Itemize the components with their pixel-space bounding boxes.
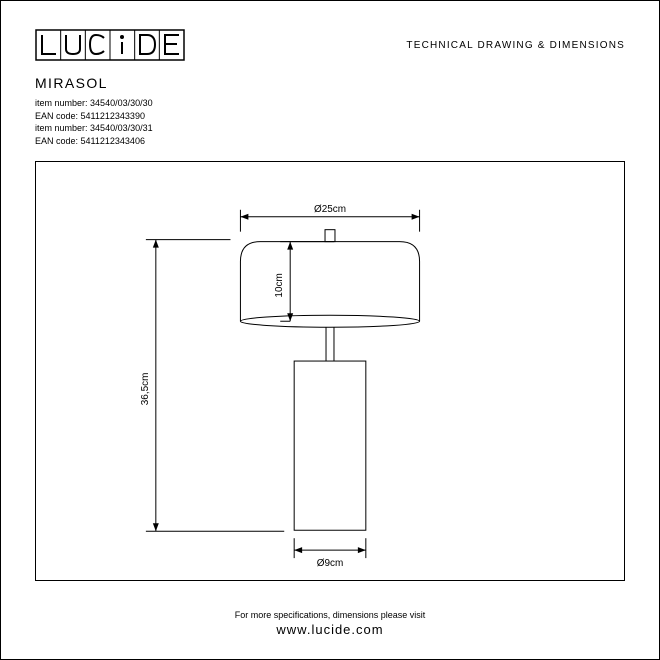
- meta-row: EAN code: 5411212343390: [35, 110, 625, 123]
- footer-text: For more specifications, dimensions plea…: [35, 610, 625, 620]
- product-name: MIRASOL: [35, 75, 625, 91]
- spec-sheet-page: TECHNICAL DRAWING & DIMENSIONS MIRASOL i…: [0, 0, 660, 660]
- meta-label: item number:: [35, 123, 88, 133]
- footer: For more specifications, dimensions plea…: [35, 610, 625, 637]
- drawing-frame: 36,5cm 10cm Ø25cm Ø9cm: [35, 161, 625, 581]
- meta-value: 5411212343390: [81, 111, 145, 121]
- meta-label: EAN code:: [35, 111, 78, 121]
- meta-label: item number:: [35, 98, 88, 108]
- dim-shade-height: 10cm: [274, 274, 285, 298]
- footer-url: www.lucide.com: [35, 622, 625, 637]
- meta-value: 5411212343406: [81, 136, 145, 146]
- dim-shade-diameter: Ø25cm: [314, 204, 346, 215]
- meta-row: item number: 34540/03/30/30: [35, 97, 625, 110]
- header: TECHNICAL DRAWING & DIMENSIONS: [35, 29, 625, 61]
- product-meta: item number: 34540/03/30/30 EAN code: 54…: [35, 97, 625, 147]
- meta-row: EAN code: 5411212343406: [35, 135, 625, 148]
- meta-value: 34540/03/30/30: [90, 98, 153, 108]
- meta-row: item number: 34540/03/30/31: [35, 122, 625, 135]
- technical-drawing: 36,5cm 10cm Ø25cm Ø9cm: [36, 162, 624, 580]
- dim-base-diameter: Ø9cm: [317, 558, 344, 569]
- brand-logo: [35, 29, 185, 61]
- meta-value: 34540/03/30/31: [90, 123, 153, 133]
- header-title: TECHNICAL DRAWING & DIMENSIONS: [406, 40, 625, 51]
- meta-label: EAN code:: [35, 136, 78, 146]
- dim-total-height: 36,5cm: [140, 373, 151, 406]
